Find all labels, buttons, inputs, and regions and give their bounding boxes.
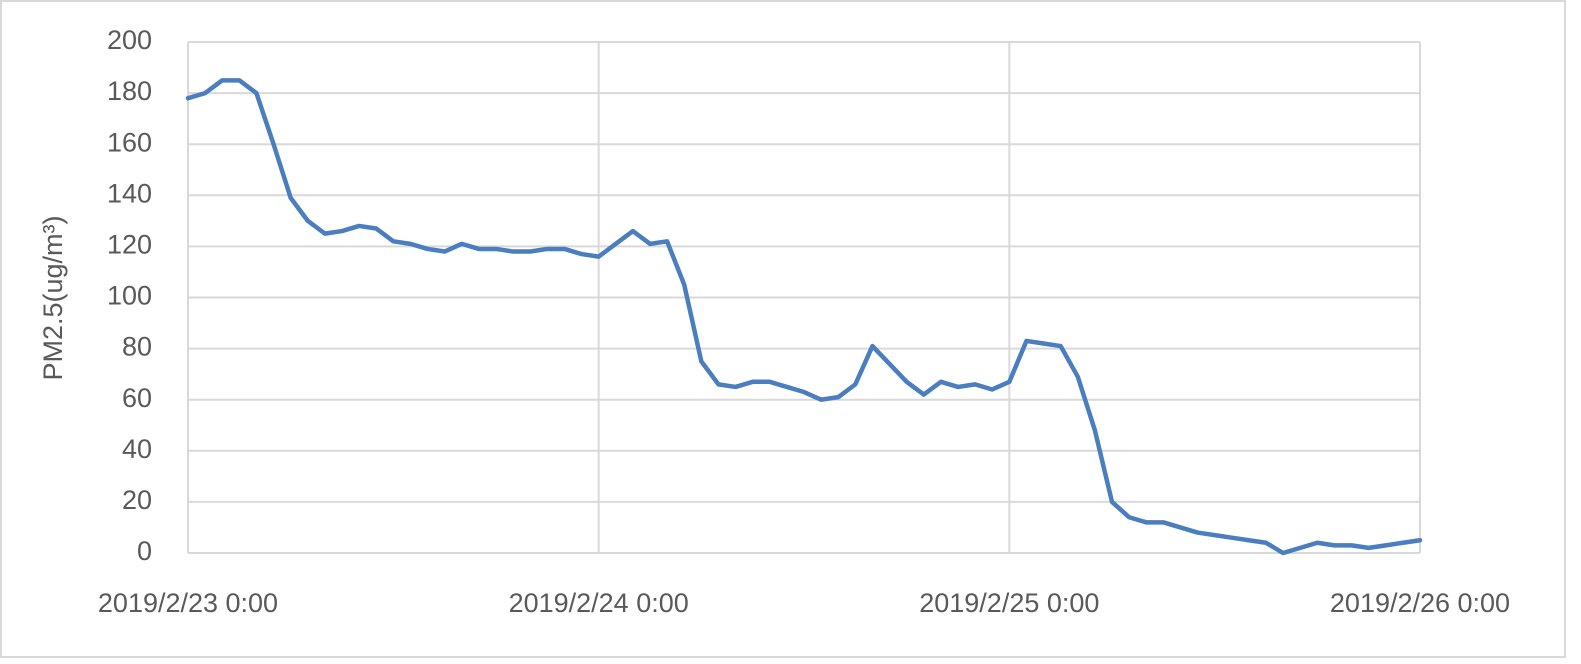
x-tick-label: 2019/2/24 0:00 bbox=[509, 588, 689, 618]
y-tick-label: 180 bbox=[107, 76, 152, 106]
y-tick-label: 100 bbox=[107, 281, 152, 311]
y-tick-label: 0 bbox=[137, 536, 152, 566]
y-tick-label: 80 bbox=[122, 332, 152, 362]
data-line bbox=[185, 78, 1423, 556]
x-tick-label: 2019/2/23 0:00 bbox=[98, 588, 278, 618]
y-tick-label: 200 bbox=[107, 25, 152, 55]
x-tick-label: 2019/2/25 0:00 bbox=[919, 588, 1099, 618]
y-tick-label: 120 bbox=[107, 230, 152, 260]
y-tick-label: 60 bbox=[122, 383, 152, 413]
y-tick-label: 40 bbox=[122, 434, 152, 464]
x-tick-label: 2019/2/26 0:00 bbox=[1330, 588, 1510, 618]
y-tick-label: 140 bbox=[107, 178, 152, 208]
y-tick-label: 20 bbox=[122, 485, 152, 515]
y-tick-label: 160 bbox=[107, 127, 152, 157]
y-axis-title: PM2.5(ug/m³) bbox=[38, 215, 68, 380]
